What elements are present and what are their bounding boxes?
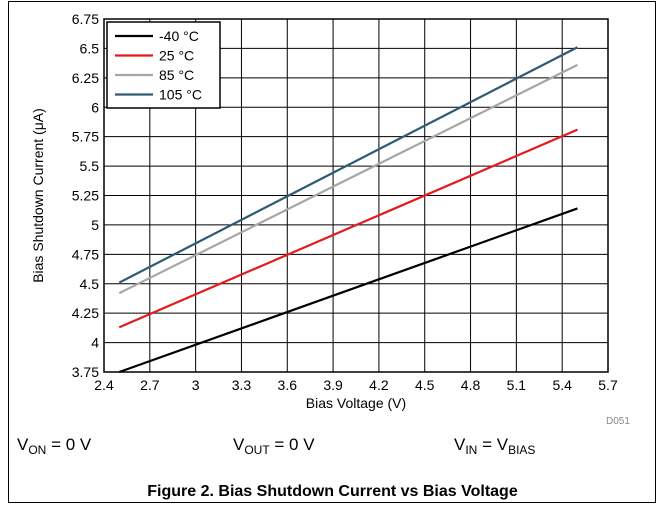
x-tick-label-10: 5.4 <box>552 377 572 393</box>
condition-vin-bias-subscript: BIAS <box>508 443 536 457</box>
y-tick-label-7: 5.5 <box>80 158 100 174</box>
series-line-3 <box>118 46 578 284</box>
y-tick-label-9: 6 <box>91 99 99 115</box>
condition-von: VON = 0 V <box>17 434 91 456</box>
y-tick-label-8: 5.75 <box>72 129 99 145</box>
condition-vout: VOUT = 0 V <box>233 434 315 456</box>
x-tick-label-5: 3.9 <box>323 377 343 393</box>
condition-von-prefix: V <box>17 435 29 454</box>
x-tick-label-6: 4.2 <box>369 377 389 393</box>
x-tick-label-11: 5.7 <box>598 377 618 393</box>
y-tick-label-6: 5.25 <box>72 188 99 204</box>
condition-vout-subscript: OUT <box>244 443 270 457</box>
x-tick-label-2: 3 <box>192 377 200 393</box>
figure-code: D051 <box>606 416 630 427</box>
x-axis-label: Bias Voltage (V) <box>306 395 406 411</box>
line-chart: 2.4 2.7 3 3.3 3.6 3.9 4.2 4.5 4.8 5.1 5.4 5.7 3.75 4 4… <box>30 11 618 411</box>
x-tick-label-8: 4.8 <box>461 377 481 393</box>
condition-von-value: = 0 V <box>46 435 92 454</box>
y-tick-label-11: 6.5 <box>80 40 100 56</box>
legend-label-3: 105 °C <box>159 87 202 103</box>
y-tick-label-1: 4 <box>91 335 99 351</box>
condition-vout-value: = 0 V <box>269 435 315 454</box>
y-tick-label-3: 4.5 <box>80 276 100 292</box>
x-tick-label-3: 3.3 <box>232 377 252 393</box>
legend-label-0: -40 °C <box>159 28 199 44</box>
legend-label-2: 85 °C <box>159 67 194 83</box>
y-axis-label: Bias Shutdown Current (μA) <box>30 108 46 283</box>
condition-vin-prefix: V <box>454 435 466 454</box>
x-tick-label-1: 2.7 <box>140 377 160 393</box>
condition-vin: VIN = VBIAS <box>454 434 535 456</box>
x-tick-label-9: 5.1 <box>507 377 527 393</box>
condition-von-subscript: ON <box>28 443 47 457</box>
y-tick-label-12: 6.75 <box>72 11 99 27</box>
condition-vout-prefix: V <box>233 435 245 454</box>
y-tick-label-2: 4.25 <box>72 305 99 321</box>
y-tick-label-4: 4.75 <box>72 246 99 262</box>
y-tick-label-0: 3.75 <box>72 364 99 380</box>
series-line-2 <box>118 63 578 295</box>
figure-caption: Figure 2. Bias Shutdown Current vs Bias … <box>147 483 518 500</box>
condition-vin-subscript: IN <box>465 443 478 457</box>
y-tick-label-10: 6.25 <box>72 70 99 86</box>
series-line-1 <box>118 128 578 329</box>
condition-vin-equals: = V <box>477 435 509 454</box>
legend-label-1: 25 °C <box>159 48 194 64</box>
y-tick-label-5: 5 <box>91 217 99 233</box>
x-tick-label-7: 4.5 <box>415 377 435 393</box>
figure-frame <box>8 1 656 503</box>
plot-border <box>103 18 609 373</box>
series-line-0 <box>118 207 578 374</box>
x-tick-label-4: 3.6 <box>278 377 298 393</box>
x-tick-label-0: 2.4 <box>94 377 114 393</box>
